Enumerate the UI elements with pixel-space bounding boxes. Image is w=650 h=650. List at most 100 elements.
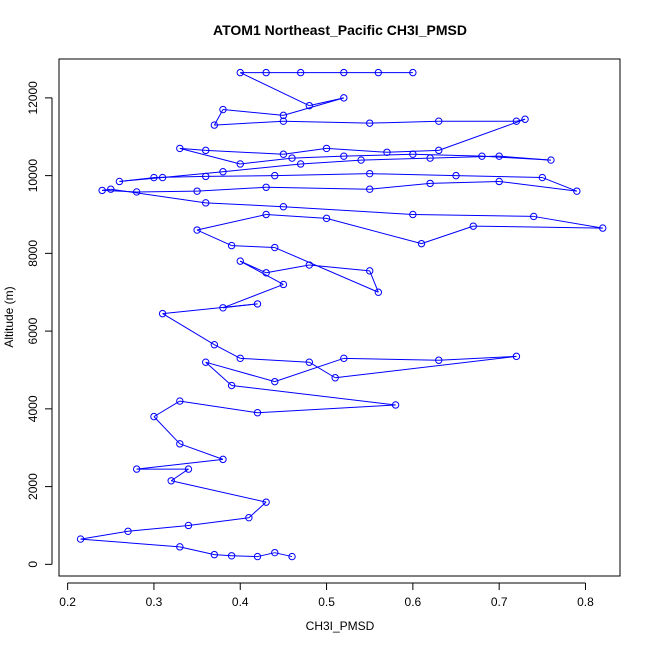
data-point [202, 172, 210, 181]
data-point [599, 224, 607, 232]
data-point [176, 543, 184, 551]
data-point [305, 261, 313, 269]
data-point [210, 121, 219, 129]
data-point [262, 183, 270, 191]
x-axis-label: CH3I_PMSD [306, 619, 375, 633]
data-point [340, 94, 348, 102]
data-point [124, 527, 132, 535]
data-point [279, 280, 288, 289]
data-point [305, 358, 313, 366]
series-segment [283, 206, 413, 215]
series-segment [274, 247, 379, 293]
series-segment [179, 147, 241, 165]
series-segment [80, 530, 129, 540]
data-point [435, 117, 443, 125]
series-segment [266, 213, 327, 219]
data-point [115, 177, 124, 186]
series-segment [326, 217, 422, 245]
chart-title: ATOM1 Northeast_Pacific CH3I_PMSD [213, 22, 467, 38]
data-point [322, 214, 331, 223]
series-segment [481, 155, 551, 161]
series-segment [248, 501, 267, 519]
series-segment [283, 147, 327, 155]
data-point [529, 212, 538, 221]
series-segment [369, 120, 439, 124]
series-segment [80, 538, 180, 548]
data-point [452, 171, 460, 180]
y-tick-label: 6000 [26, 317, 40, 344]
series-segment [240, 72, 310, 107]
data-point [512, 117, 521, 125]
data-point [262, 498, 270, 506]
series-segment [309, 361, 336, 379]
series-segment [222, 283, 284, 309]
plot-frame [58, 58, 621, 577]
data-point [279, 203, 288, 211]
data-point [193, 187, 201, 195]
data-point [210, 550, 219, 559]
series-segment [197, 186, 267, 192]
series-segment [326, 147, 388, 153]
data-point [253, 300, 262, 308]
data-point [279, 150, 288, 158]
x-tick-label: 0.5 [318, 595, 335, 609]
data-point [262, 68, 270, 77]
series-segment [153, 416, 181, 445]
series-segment [179, 400, 258, 414]
series-segment [188, 517, 249, 526]
series-segment [456, 175, 543, 179]
data-point [366, 119, 374, 127]
data-point [469, 222, 477, 230]
series-segment [205, 361, 275, 383]
data-point [219, 304, 227, 312]
series-segment [136, 190, 198, 193]
data-point [262, 210, 270, 219]
series-segment [473, 225, 603, 229]
series-segment [231, 245, 275, 249]
data-point [340, 68, 348, 77]
y-axis: 0 2000 4000 6000 8000 10000 12000 [26, 81, 53, 568]
data-point [279, 111, 288, 120]
data-point [227, 241, 236, 250]
data-point [271, 377, 279, 386]
data-point [374, 288, 383, 296]
data-point [132, 188, 141, 196]
series-segment [283, 97, 344, 116]
data-point [202, 146, 210, 155]
series-segment [222, 163, 301, 173]
series-segment [343, 357, 439, 361]
data-point [76, 535, 85, 543]
y-tick-label: 4000 [26, 395, 40, 422]
data-point [202, 358, 210, 366]
series-segment [231, 555, 258, 558]
data-point [132, 465, 141, 473]
data-point [495, 152, 503, 160]
data-point [383, 148, 391, 156]
data-point [210, 341, 219, 349]
series-segment [369, 182, 431, 190]
data-point [538, 173, 547, 182]
series-segment [153, 400, 181, 418]
series-segment [240, 260, 267, 274]
data-point [158, 173, 167, 182]
data-point [184, 521, 193, 530]
data-point [262, 269, 270, 277]
data-point [271, 243, 279, 252]
series-lines [80, 72, 603, 558]
series-segment [214, 344, 241, 359]
data-point [279, 117, 288, 125]
data-point [296, 68, 305, 77]
data-point [573, 187, 581, 195]
series-segment [205, 202, 284, 208]
data-point [426, 179, 434, 188]
y-tick-label: 10000 [26, 159, 40, 193]
series-segment [257, 404, 396, 414]
data-point [288, 154, 296, 162]
data-point [331, 374, 339, 382]
x-tick-label: 0.6 [405, 595, 422, 609]
series-segment [533, 215, 603, 229]
data-point [253, 409, 262, 417]
series-segment [179, 546, 215, 556]
data-point [374, 68, 383, 77]
